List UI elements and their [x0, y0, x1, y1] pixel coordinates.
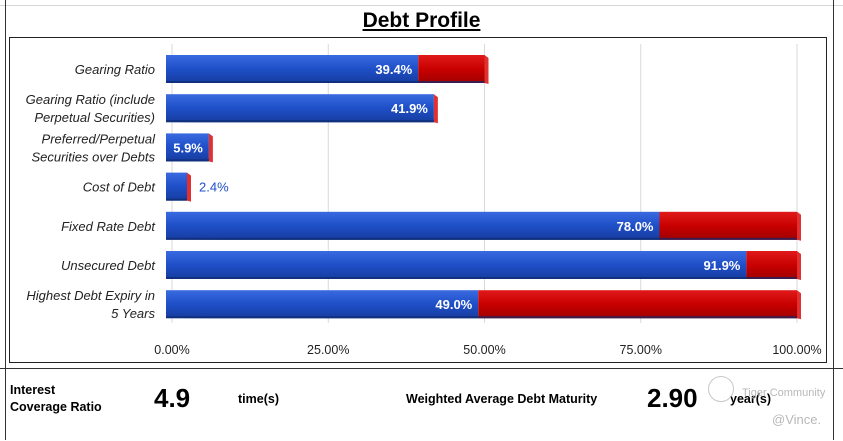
- category-label: Highest Debt Expiry in 5 Years: [26, 288, 155, 321]
- category-label-line: Unsecured Debt: [61, 258, 156, 273]
- bar-bottom-edge: [166, 237, 797, 240]
- category-label: Cost of Debt: [83, 180, 157, 195]
- bar-value-segment: [166, 55, 419, 83]
- wadm-value: 2.90: [647, 383, 698, 413]
- x-tick-label: 75.00%: [620, 343, 662, 357]
- debt-profile-chart: 0.00% 25.00% 50.00% 75.00% 100.00% Gearing Ra…: [26, 44, 822, 357]
- x-tick-label: 50.00%: [463, 343, 505, 357]
- bar-end-cap: [797, 211, 801, 241]
- category-label-line: Preferred/Perpetual: [42, 131, 157, 146]
- data-label: 78.0%: [617, 219, 654, 234]
- wadm-label: Weighted Average Debt Maturity: [406, 392, 598, 406]
- x-tick-label: 100.00%: [772, 343, 821, 357]
- category-label: Fixed Rate Debt: [61, 219, 156, 234]
- category-label: Unsecured Debt: [61, 258, 156, 273]
- watermark-logo-icon: [708, 376, 734, 402]
- bar-end-cap: [208, 133, 213, 163]
- x-tick-label: 0.00%: [154, 343, 189, 357]
- bar-value-segment: [166, 133, 209, 162]
- category-label: Preferred/Perpetual Securities over Debts: [31, 131, 156, 164]
- bar-remainder-segment: [659, 211, 797, 240]
- category-label-line: Securities over Debts: [31, 149, 155, 164]
- data-label: 39.4%: [375, 62, 412, 77]
- interest-coverage-label-line2: Coverage Ratio: [10, 400, 102, 414]
- data-label: 49.0%: [435, 297, 472, 312]
- category-label-line: Perpetual Securities): [34, 110, 155, 125]
- watermark-text-line2: @Vince.: [772, 412, 822, 427]
- bar-remainder-segment: [478, 290, 797, 319]
- bar-value-segment: [166, 211, 660, 240]
- left-border-line: [5, 0, 6, 440]
- summary-strip: [0, 368, 843, 441]
- bar-end-cap: [187, 172, 191, 202]
- bar-bottom-edge: [166, 81, 485, 83]
- category-label-line: Gearing Ratio (include: [26, 92, 155, 107]
- bar-value-segment: [166, 94, 434, 123]
- chart-frame: [9, 37, 827, 363]
- bar-end-cap: [797, 290, 801, 320]
- bar-bottom-edge: [166, 316, 797, 319]
- category-label-line: Fixed Rate Debt: [61, 219, 156, 234]
- data-label: 5.9%: [173, 140, 203, 155]
- bar-value-segment: [166, 172, 187, 201]
- interest-coverage-label-line1: Interest: [10, 383, 56, 397]
- bar-value-segment: [166, 290, 479, 319]
- x-tick-label: 25.00%: [307, 343, 349, 357]
- category-label: Gearing Ratio (include Perpetual Securiti…: [26, 92, 155, 125]
- bar-value-segment: [166, 251, 747, 279]
- category-label: Gearing Ratio: [75, 62, 155, 77]
- interest-coverage-unit: time(s): [238, 392, 279, 406]
- bar-remainder-segment: [418, 55, 485, 83]
- data-label: 41.9%: [391, 101, 428, 116]
- bar-end-cap: [797, 251, 801, 280]
- category-label-line: Gearing Ratio: [75, 62, 155, 77]
- category-label-line: Highest Debt Expiry in: [26, 288, 155, 303]
- bar-bottom-edge: [166, 159, 209, 162]
- category-label-line: 5 Years: [111, 306, 155, 321]
- category-label-line: Cost of Debt: [83, 180, 157, 195]
- interest-coverage-label: Interest Coverage Ratio: [10, 382, 102, 416]
- bar-end-cap: [484, 55, 489, 84]
- bar-bottom-edge: [166, 120, 434, 123]
- bar-remainder-segment: [746, 251, 797, 279]
- right-border-line: [833, 0, 834, 440]
- wadm-unit: year(s): [730, 392, 771, 406]
- watermark-text-line1: Tiger Community: [742, 387, 826, 399]
- interest-coverage-value: 4.9: [154, 383, 191, 413]
- top-border-line: [0, 5, 843, 6]
- bar-end-cap: [433, 94, 438, 124]
- bar-bottom-edge: [166, 277, 797, 279]
- data-label: 91.9%: [704, 258, 741, 273]
- data-label: 2.4%: [199, 180, 229, 195]
- bar-bottom-edge: [166, 198, 187, 201]
- chart-title: Debt Profile: [362, 9, 481, 32]
